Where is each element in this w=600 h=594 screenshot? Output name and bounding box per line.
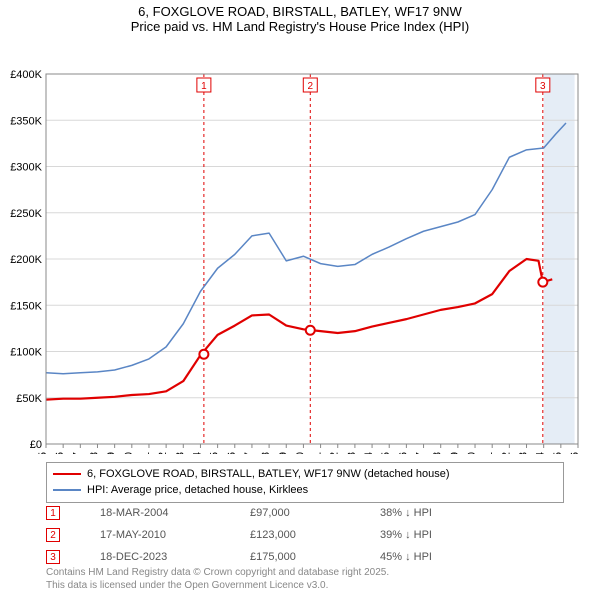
svg-text:2015: 2015 [380,452,392,454]
svg-text:2006: 2006 [226,452,238,454]
transaction-delta: 39% ↓ HPI [380,529,432,541]
svg-text:£50K: £50K [16,393,42,405]
svg-text:2004: 2004 [191,452,203,454]
svg-text:2008: 2008 [260,452,272,454]
transaction-price: £123,000 [250,529,340,541]
transaction-price: £97,000 [250,507,340,519]
svg-text:2016: 2016 [397,452,409,454]
legend-swatch [53,473,81,475]
svg-text:2017: 2017 [415,452,427,454]
price-vs-hpi-chart: £0 £50K £100K £150K £200K £250K £300K £350K £400… [0,34,600,454]
transaction-delta: 45% ↓ HPI [380,551,432,563]
svg-text:£200K: £200K [10,254,42,266]
svg-text:2025: 2025 [552,452,564,454]
transaction-delta: 38% ↓ HPI [380,507,432,519]
transaction-date: 18-DEC-2023 [100,551,210,563]
svg-text:2012: 2012 [329,452,341,454]
svg-text:2018: 2018 [432,452,444,454]
legend: 6, FOXGLOVE ROAD, BIRSTALL, BATLEY, WF17… [46,462,564,503]
svg-text:1997: 1997 [71,452,83,454]
svg-text:2013: 2013 [346,452,358,454]
svg-text:£400K: £400K [10,69,42,81]
transaction-row: 1 18-MAR-2004 £97,000 38% ↓ HPI [46,502,432,524]
svg-text:£100K: £100K [10,347,42,359]
transaction-row: 3 18-DEC-2023 £175,000 45% ↓ HPI [46,546,432,568]
transactions-table: 1 18-MAR-2004 £97,000 38% ↓ HPI 2 17-MAY-2010… [46,502,432,568]
transaction-date: 18-MAR-2004 [100,507,210,519]
svg-text:£300K: £300K [10,162,42,174]
svg-text:£150K: £150K [10,300,42,312]
svg-text:£250K: £250K [10,208,42,220]
legend-swatch [53,489,81,491]
svg-text:1996: 1996 [54,452,66,454]
svg-text:2003: 2003 [174,452,186,454]
legend-label: 6, FOXGLOVE ROAD, BIRSTALL, BATLEY, WF17… [87,468,450,480]
svg-text:2005: 2005 [209,452,221,454]
svg-text:2011: 2011 [312,452,324,454]
footer-line-2: This data is licensed under the Open Gov… [46,579,389,592]
footer-line-1: Contains HM Land Registry data © Crown c… [46,566,389,579]
svg-text:2009: 2009 [277,452,289,454]
svg-text:£350K: £350K [10,115,42,127]
transaction-row: 2 17-MAY-2010 £123,000 39% ↓ HPI [46,524,432,546]
svg-text:2023: 2023 [518,452,530,454]
legend-label: HPI: Average price, detached house, Kirk… [87,484,308,496]
svg-text:1998: 1998 [88,452,100,454]
transaction-marker: 2 [46,528,60,542]
transaction-price: £175,000 [250,551,340,563]
svg-text:2001: 2001 [140,452,152,454]
svg-text:2021: 2021 [483,452,495,454]
svg-text:2026: 2026 [569,452,581,454]
svg-text:2014: 2014 [363,452,375,454]
svg-text:2024: 2024 [535,452,547,454]
footer-attribution: Contains HM Land Registry data © Crown c… [46,566,389,592]
chart-title-2: Price paid vs. HM Land Registry's House … [0,19,600,34]
svg-text:2002: 2002 [157,452,169,454]
svg-text:2020: 2020 [466,452,478,454]
svg-text:2: 2 [308,81,314,92]
transaction-marker: 3 [46,550,60,564]
svg-text:2022: 2022 [500,452,512,454]
svg-text:1: 1 [201,81,207,92]
svg-text:1999: 1999 [106,452,118,454]
legend-item: HPI: Average price, detached house, Kirk… [53,482,557,498]
legend-item: 6, FOXGLOVE ROAD, BIRSTALL, BATLEY, WF17… [53,466,557,482]
transaction-date: 17-MAY-2010 [100,529,210,541]
svg-text:£0: £0 [30,439,42,451]
svg-text:2007: 2007 [243,452,255,454]
svg-text:2019: 2019 [449,452,461,454]
svg-text:3: 3 [540,81,546,92]
chart-title-1: 6, FOXGLOVE ROAD, BIRSTALL, BATLEY, WF17… [0,4,600,19]
svg-text:2010: 2010 [294,452,306,454]
svg-text:2000: 2000 [123,452,135,454]
svg-text:1995: 1995 [37,452,49,454]
transaction-marker: 1 [46,506,60,520]
